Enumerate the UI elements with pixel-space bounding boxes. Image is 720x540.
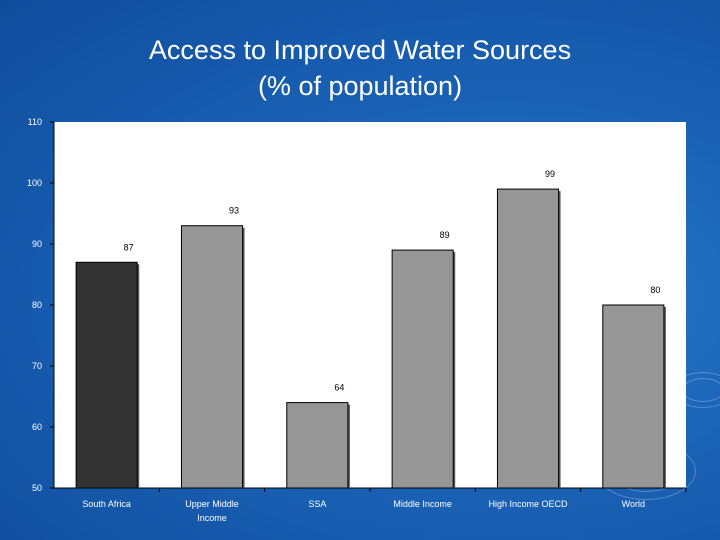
y-tick-label: 60 — [32, 422, 42, 432]
bar — [286, 402, 349, 489]
bar — [180, 225, 244, 489]
data-labels: 87 93 64 89 99 80 — [124, 169, 661, 393]
bar — [496, 188, 560, 489]
y-axis-ticks: 50 60 70 80 90 100 110 — [27, 117, 54, 493]
bar — [602, 304, 665, 489]
x-tick-label: Upper Middle — [185, 499, 239, 509]
x-tick-label: SSA — [308, 499, 326, 509]
y-tick-label: 90 — [32, 239, 42, 249]
y-tick-label: 50 — [32, 483, 42, 493]
title-line-1: Access to Improved Water Sources — [148, 35, 572, 65]
y-tick-label: 110 — [28, 117, 42, 127]
bar — [391, 249, 454, 489]
data-label: 93 — [229, 206, 239, 216]
x-tick-label: World — [622, 499, 645, 509]
x-tick-label: Middle Income — [393, 499, 452, 509]
y-tick-label: 80 — [32, 300, 42, 310]
y-tick-label: 70 — [32, 361, 42, 371]
data-label: 80 — [650, 285, 660, 295]
x-tick-label: High Income OECD — [488, 499, 568, 509]
data-label: 87 — [124, 242, 134, 252]
data-label: 89 — [440, 230, 450, 240]
bar — [75, 261, 138, 489]
y-tick-label: 100 — [27, 178, 42, 188]
x-tick-label: South Africa — [82, 499, 131, 509]
slide-title: Access to Improved Water Sources (% of p… — [0, 32, 720, 104]
data-label: 64 — [334, 383, 344, 393]
plot-area — [54, 122, 686, 488]
data-label: 99 — [545, 169, 555, 179]
bars — [75, 188, 666, 489]
x-tick-label: Income — [197, 513, 227, 523]
title-line-2: (% of population) — [257, 71, 463, 101]
x-axis-ticks: South Africa Upper Middle Income SSA Middle … — [82, 488, 687, 523]
